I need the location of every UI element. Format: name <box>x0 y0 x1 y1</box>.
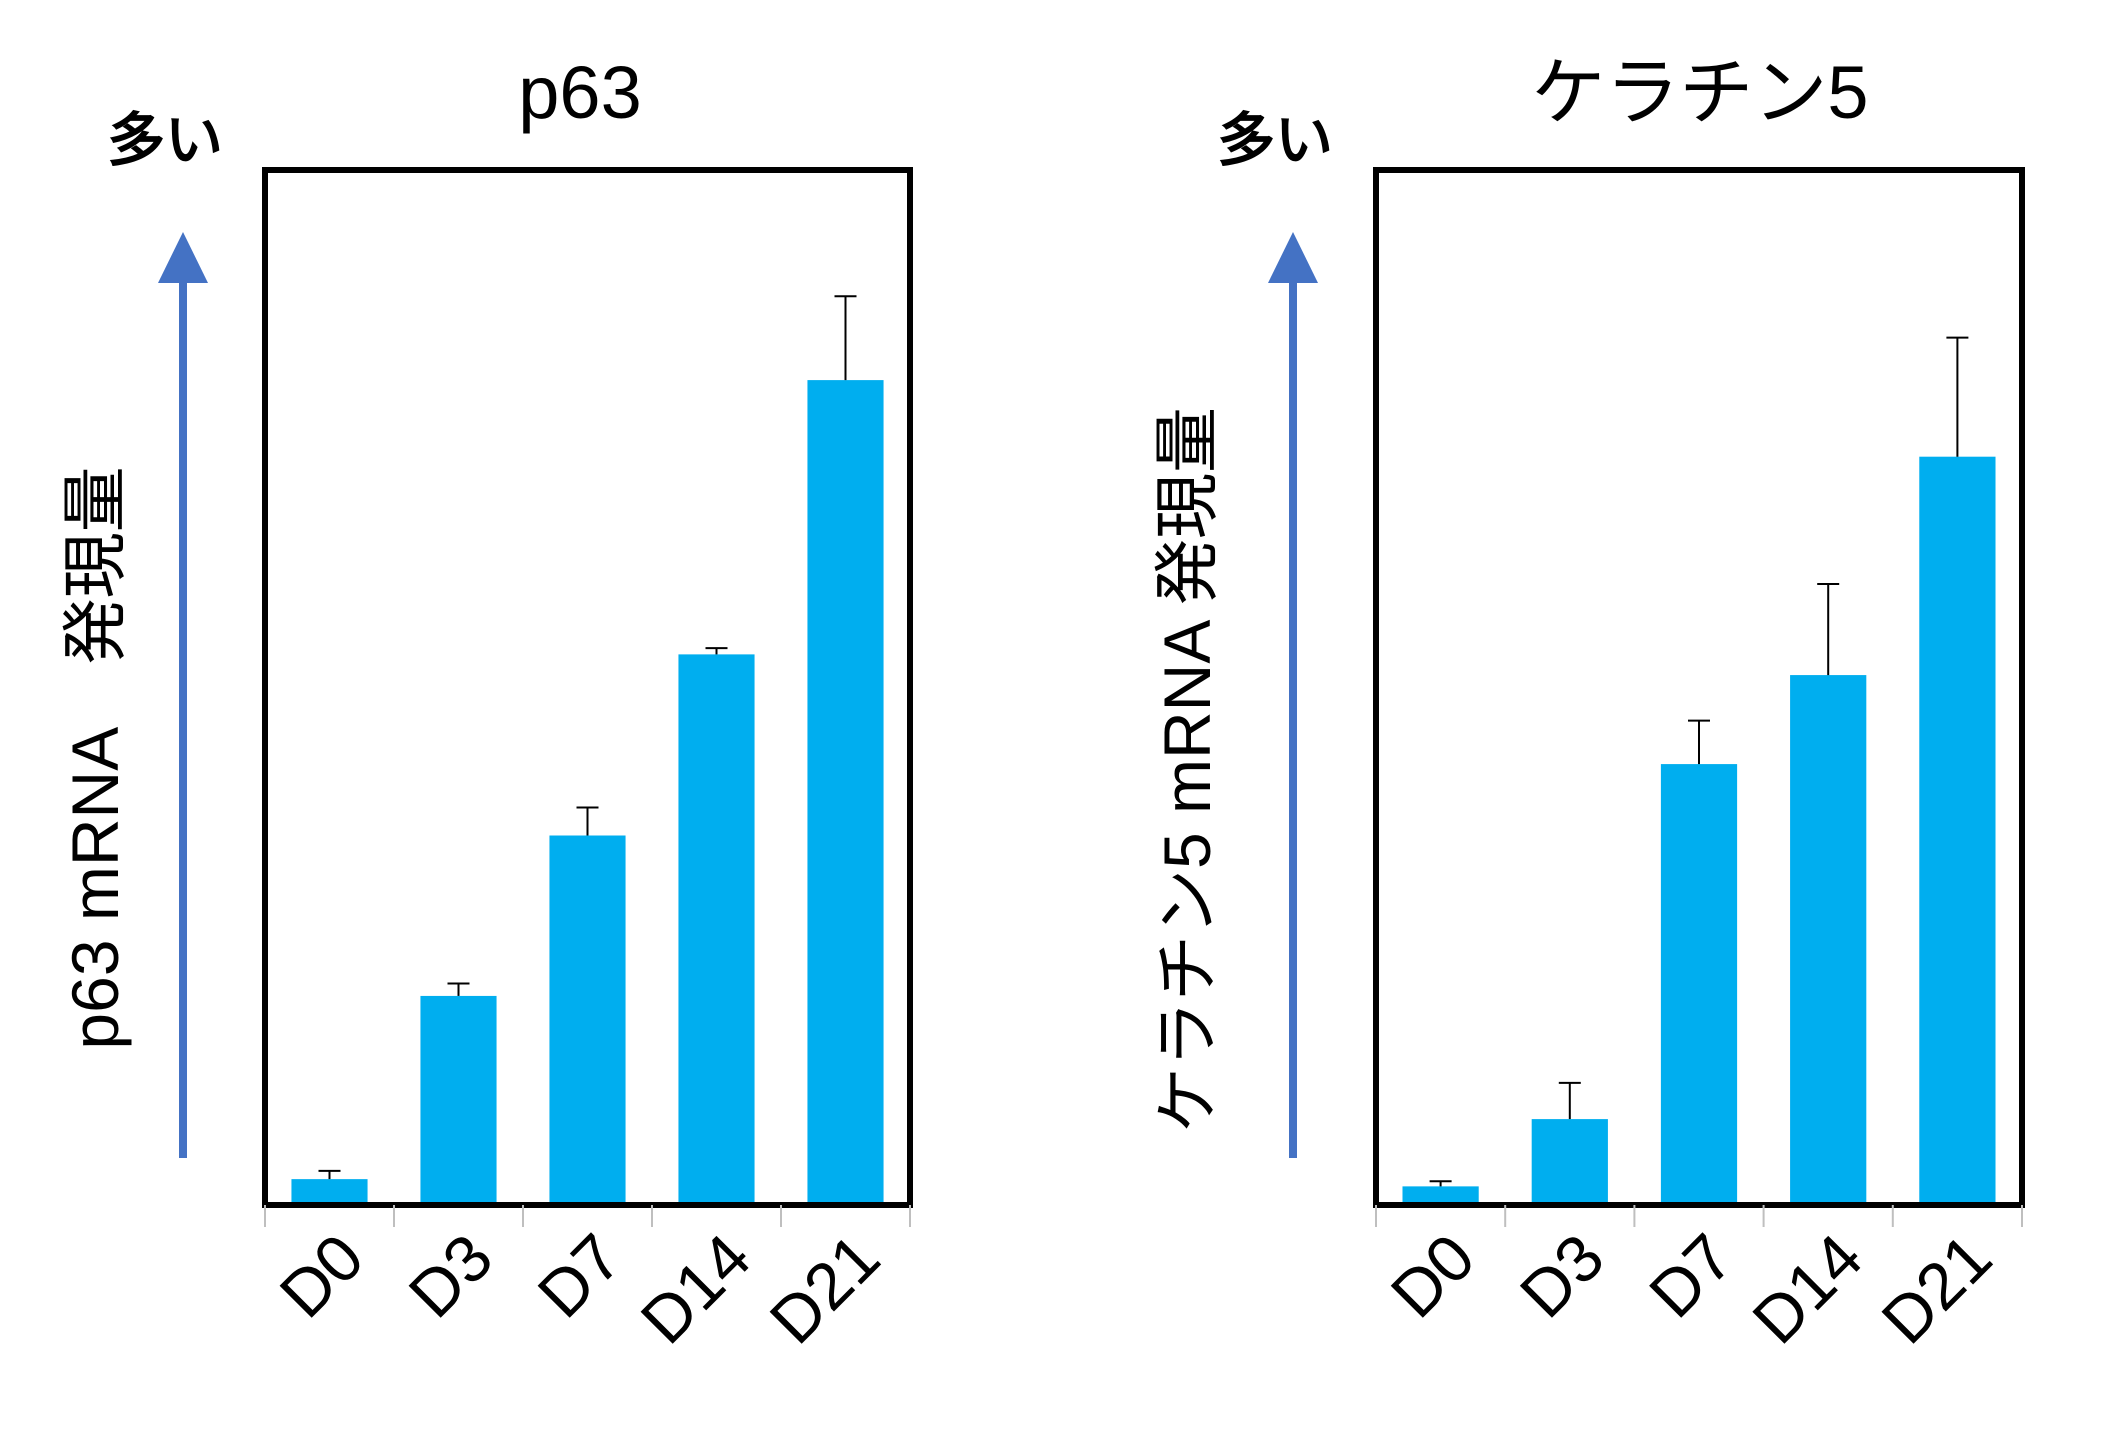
p63-bar-D14 <box>678 654 755 1205</box>
keratin5-bar-D0 <box>1402 1186 1479 1205</box>
p63-bar-D0 <box>291 1179 368 1205</box>
p63-x-tick-label-D14: D14 <box>626 1220 764 1358</box>
keratin5-x-tick-label-D21: D21 <box>1867 1220 2005 1358</box>
keratin5-bar-D3 <box>1531 1119 1608 1205</box>
p63-bar-D21 <box>807 380 884 1206</box>
p63-x-tick-label-D3: D3 <box>394 1220 506 1332</box>
keratin5-x-tick-label-D7: D7 <box>1635 1220 1747 1332</box>
keratin5-more-label: 多い <box>1217 108 1333 173</box>
keratin5-plot-frame <box>1373 167 2025 1208</box>
keratin5-bar-D21 <box>1919 456 1996 1205</box>
keratin5-x-tick-label-D14: D14 <box>1738 1220 1876 1358</box>
keratin5-x-tick-label-D3: D3 <box>1506 1220 1618 1332</box>
p63-chart-title: p63 <box>518 51 641 134</box>
keratin5-bar-D14 <box>1790 675 1867 1205</box>
p63-increase-arrow-head-icon <box>158 232 208 283</box>
keratin5-x-tick-label-D0: D0 <box>1377 1220 1489 1332</box>
p63-x-tick-label-D7: D7 <box>523 1220 635 1332</box>
keratin5-bar-D7 <box>1660 764 1738 1205</box>
p63-x-tick-label-D0: D0 <box>265 1220 377 1332</box>
keratin5-increase-arrow-head-icon <box>1268 232 1318 283</box>
p63-bar-D7 <box>549 835 626 1205</box>
p63-more-label: 多い <box>107 108 223 173</box>
keratin5-chart-title: ケラチン5 <box>1531 51 1868 134</box>
p63-bar-D3 <box>420 995 497 1205</box>
p63-plot-frame <box>262 167 913 1208</box>
keratin5-y-axis-label: ケラチン5 mRNA 発現量 <box>1150 407 1224 1133</box>
p63-y-axis-label: p63 mRNA 発現量 <box>58 466 132 1049</box>
p63-x-tick-label-D21: D21 <box>755 1220 893 1358</box>
